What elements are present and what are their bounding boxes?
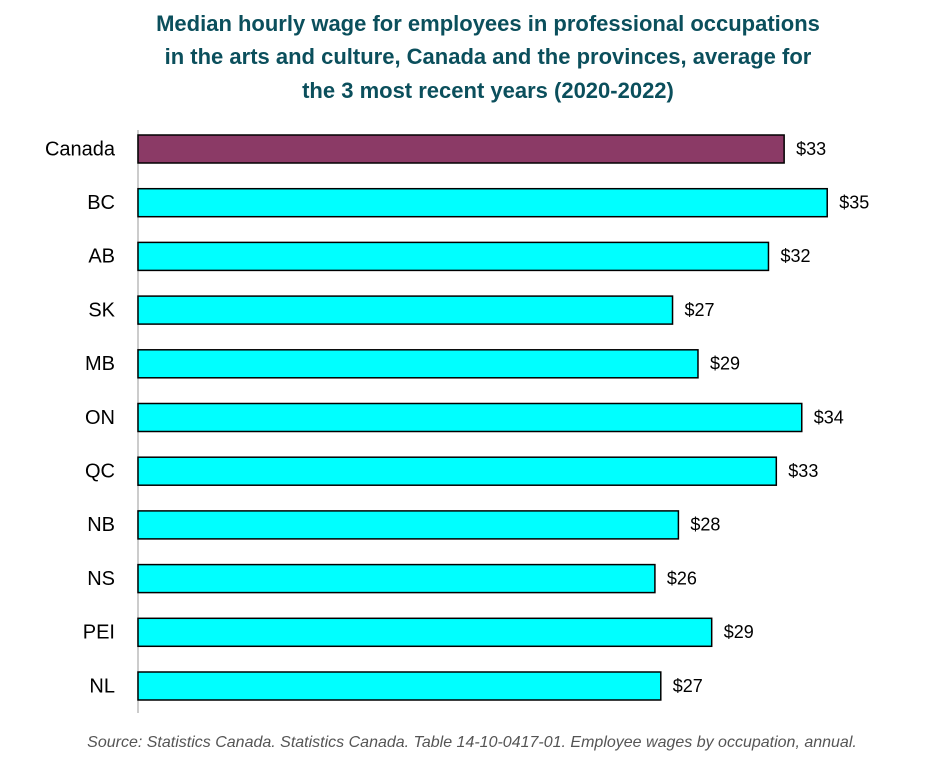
y-tick-label: BC: [87, 192, 115, 214]
bar: [137, 563, 656, 594]
y-tick-label: AB: [88, 246, 115, 268]
value-label: $27: [685, 300, 715, 320]
y-tick-label: NB: [87, 514, 115, 536]
bar: [137, 241, 770, 272]
chart-title: in the arts and culture, Canada and the …: [165, 44, 812, 69]
bar: [137, 349, 699, 379]
value-label: $35: [839, 192, 869, 212]
y-tick-label: ON: [85, 407, 115, 429]
y-tick-label: QC: [85, 460, 115, 482]
value-label: $34: [814, 407, 844, 427]
bar: [137, 134, 785, 164]
value-label: $29: [710, 354, 740, 374]
y-tick-label: MB: [85, 353, 115, 375]
y-tick-label: SK: [88, 299, 115, 321]
value-label: $33: [796, 139, 826, 159]
bar: [137, 402, 803, 433]
y-tick-label: PEI: [83, 622, 115, 644]
bar: [137, 456, 778, 486]
chart-title: the 3 most recent years (2020-2022): [302, 78, 674, 103]
value-label: $26: [667, 568, 697, 588]
value-label: $29: [724, 622, 754, 642]
y-tick-label: NS: [87, 568, 115, 590]
y-tick-label: NL: [89, 675, 115, 697]
bar: [137, 617, 713, 648]
value-label: $33: [788, 461, 818, 481]
chart-title: Median hourly wage for employees in prof…: [156, 11, 820, 36]
y-tick-label: Canada: [45, 138, 116, 160]
bar: [137, 295, 674, 325]
bar: [137, 671, 662, 701]
bar: [137, 510, 680, 540]
bar: [137, 187, 828, 218]
value-label: $32: [780, 246, 810, 266]
value-label: $27: [673, 676, 703, 696]
value-label: $28: [690, 515, 720, 535]
source-note: Source: Statistics Canada. Statistics Ca…: [87, 734, 857, 751]
